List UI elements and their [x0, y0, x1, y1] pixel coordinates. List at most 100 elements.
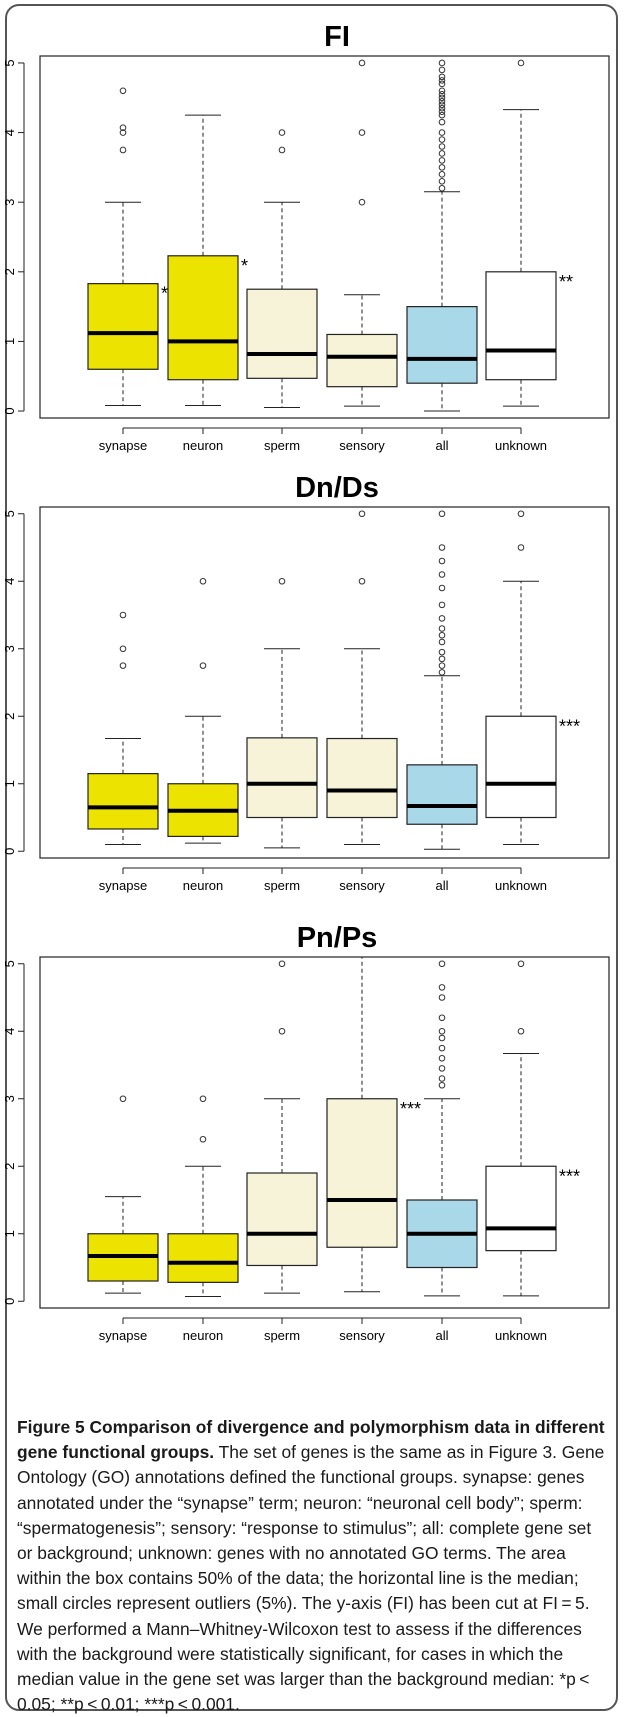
outlier-point	[439, 144, 445, 150]
y-tick-label: 1	[2, 1230, 17, 1237]
x-tick-label: sperm	[264, 878, 300, 893]
box-all	[407, 511, 477, 849]
outlier-point	[439, 137, 445, 143]
outlier-point	[439, 558, 445, 564]
iqr-box	[247, 738, 317, 818]
chart-panel-3: Pn/Ps012345synapse neuron sperm sensory all u…	[2, 922, 609, 1343]
outlier-point	[120, 147, 126, 153]
box-sensory	[327, 957, 397, 1292]
outlier-point	[518, 60, 524, 66]
x-tick-label: synapse	[99, 438, 147, 453]
outlier-point	[518, 545, 524, 551]
y-tick-label: 5	[2, 59, 17, 66]
outlier-point	[439, 1028, 445, 1034]
chart-panel-1: FI 0 1 2 3 4 5 synapse neuron sperm sensory all unkn…	[2, 21, 609, 453]
outlier-point	[359, 60, 365, 66]
outlier-point	[518, 511, 524, 517]
y-tick-label: 3	[2, 1095, 17, 1102]
outlier-point	[439, 151, 445, 157]
chart-title: Pn/Ps	[297, 922, 378, 954]
outlier-point	[439, 60, 445, 66]
y-tick-label: 4	[2, 578, 17, 585]
outlier-point	[120, 1096, 126, 1102]
outlier-point	[439, 663, 445, 669]
outlier-point	[439, 616, 445, 622]
figure-caption: Figure 5 Comparison of divergence and po…	[17, 1415, 611, 1717]
box-unknown	[486, 511, 556, 845]
caption-text: The set of genes is the same as in Figur…	[17, 1442, 604, 1714]
y-tick-label: 2	[2, 713, 17, 720]
outlier-point	[439, 632, 445, 638]
figure-plots: FI 0 1 2 3 4 5 synapse neuron sperm sensory all unkn…	[0, 0, 625, 1410]
iqr-box	[407, 765, 477, 824]
outlier-point	[279, 130, 285, 136]
iqr-box	[247, 1173, 317, 1265]
significance-marker: ***	[559, 1166, 580, 1186]
y-tick-label: 0	[2, 848, 17, 855]
x-tick-label: synapse	[99, 878, 147, 893]
outlier-point	[359, 511, 365, 517]
outlier-point	[359, 578, 365, 584]
outlier-point	[200, 663, 206, 669]
outlier-point	[439, 602, 445, 608]
iqr-box	[88, 774, 158, 829]
outlier-point	[439, 67, 445, 73]
x-tick-label: unknown	[495, 878, 547, 893]
outlier-point	[439, 158, 445, 164]
x-tick-label: unknown	[495, 438, 547, 453]
x-tick-label: all	[435, 438, 448, 453]
outlier-point	[200, 578, 206, 584]
box-all	[407, 60, 477, 411]
y-tick-label: 5	[2, 960, 17, 967]
outlier-point	[439, 585, 445, 591]
box-sensory	[327, 60, 397, 406]
chart-panel-2: Dn/Ds 0 1 2 3 4 5 synapse neuron sperm sensory all u…	[2, 472, 609, 893]
x-tick-label: neuron	[183, 878, 223, 893]
outlier-point	[120, 88, 126, 94]
outlier-point	[120, 646, 126, 652]
iqr-box	[88, 284, 158, 370]
significance-marker: ***	[559, 716, 580, 736]
box-sperm	[247, 130, 317, 408]
significance-marker: *	[241, 256, 248, 276]
outlier-point	[439, 545, 445, 551]
y-tick-label: 2	[2, 268, 17, 275]
y-tick-label: 3	[2, 645, 17, 652]
iqr-box	[327, 334, 397, 386]
outlier-point	[439, 639, 445, 645]
outlier-point	[518, 961, 524, 967]
iqr-box	[247, 289, 317, 378]
box-synapse	[88, 612, 158, 844]
outlier-point	[279, 578, 285, 584]
iqr-box	[486, 272, 556, 380]
box-neuron	[168, 115, 238, 405]
iqr-box	[168, 256, 238, 380]
outlier-point	[439, 1035, 445, 1041]
outlier-point	[439, 179, 445, 185]
outlier-point	[439, 572, 445, 578]
outlier-point	[439, 1076, 445, 1082]
x-tick-label: sensory	[339, 1328, 385, 1343]
box-sperm	[247, 961, 317, 1293]
iqr-box	[486, 1166, 556, 1250]
significance-marker: *	[161, 284, 168, 304]
outlier-point	[439, 1066, 445, 1072]
outlier-point	[200, 1136, 206, 1142]
x-tick-label: neuron	[183, 438, 223, 453]
chart-title: FI	[324, 21, 350, 53]
box-synapse	[88, 1096, 158, 1293]
outlier-point	[439, 1015, 445, 1021]
outlier-point	[279, 1028, 285, 1034]
outlier-point	[439, 185, 445, 191]
outlier-point	[439, 1045, 445, 1051]
chart-title: Dn/Ds	[295, 472, 379, 504]
box-sperm	[247, 578, 317, 847]
x-tick-label: all	[435, 878, 448, 893]
x-tick-label: all	[435, 1328, 448, 1343]
y-tick-label: 3	[2, 199, 17, 206]
outlier-point	[518, 1028, 524, 1034]
outlier-point	[439, 649, 445, 655]
outlier-point	[439, 985, 445, 991]
y-tick-label: 4	[2, 129, 17, 136]
x-tick-label: sensory	[339, 438, 385, 453]
